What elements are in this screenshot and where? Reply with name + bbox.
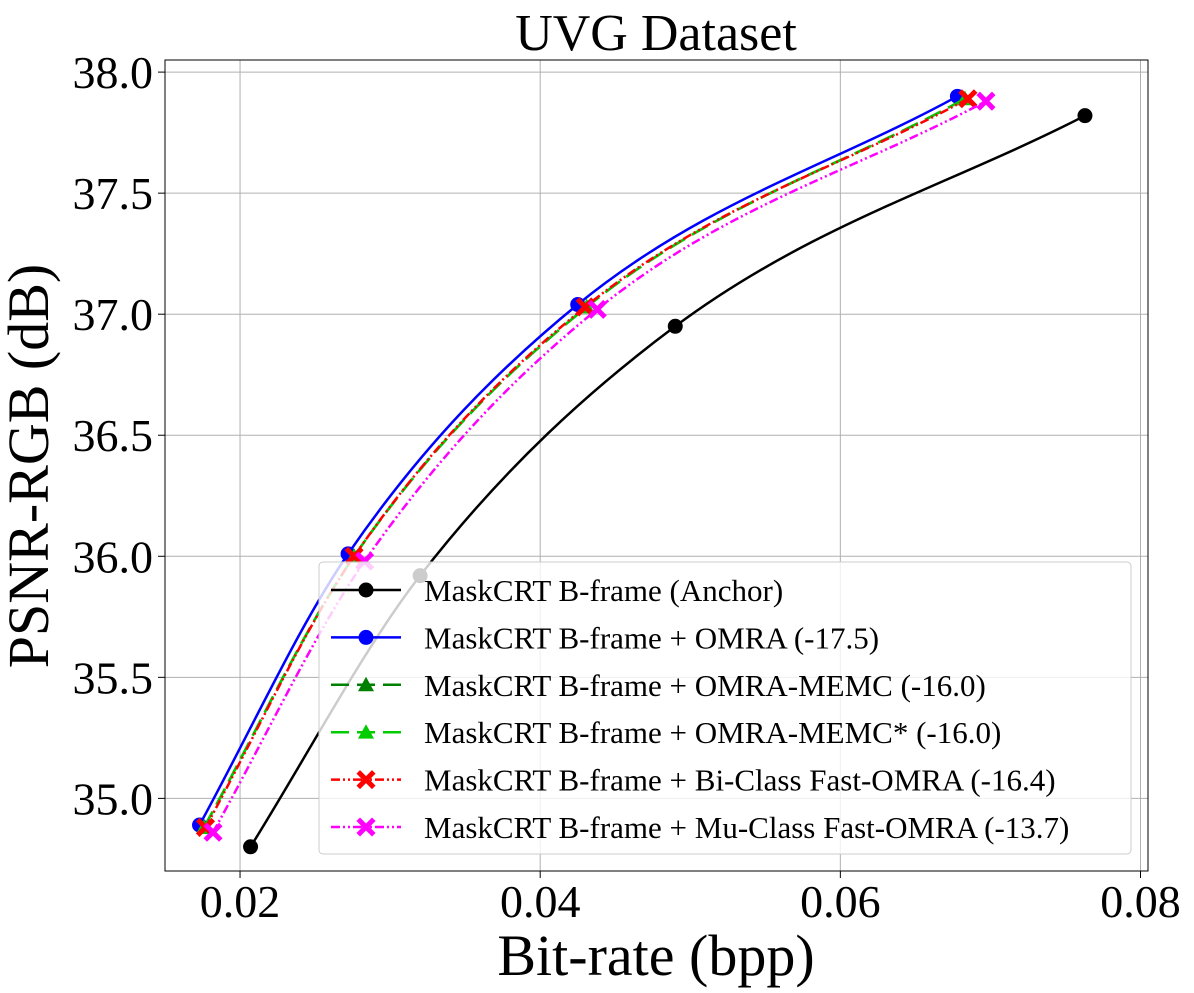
series-line bbox=[204, 97, 969, 829]
legend-label: MaskCRT B-frame (Anchor) bbox=[424, 573, 783, 608]
x-axis-label: Bit-rate (bpp) bbox=[497, 923, 814, 988]
chart-title: UVG Dataset bbox=[515, 5, 797, 62]
series-line bbox=[211, 100, 987, 833]
y-axis-label: PSNR-RGB (dB) bbox=[0, 264, 61, 668]
data-point bbox=[976, 91, 996, 111]
x-tick-label: 0.02 bbox=[200, 876, 281, 927]
y-tick-label: 35.0 bbox=[73, 773, 154, 824]
plot-frame bbox=[164, 59, 1149, 872]
data-point bbox=[203, 822, 223, 842]
legend-label: MaskCRT B-frame + OMRA-MEMC (-16.0) bbox=[424, 668, 986, 703]
legend-label: MaskCRT B-frame + OMRA-MEMC* (-16.0) bbox=[424, 715, 1001, 750]
y-tick-label: 37.0 bbox=[73, 289, 154, 340]
legend-box bbox=[318, 561, 1132, 855]
y-tick-label: 38.0 bbox=[73, 47, 154, 98]
x-tick-label: 0.06 bbox=[800, 876, 881, 927]
legend-marker bbox=[356, 817, 376, 837]
legend-label: MaskCRT B-frame + OMRA (-17.5) bbox=[424, 620, 879, 655]
legend-marker bbox=[356, 770, 376, 790]
data-point bbox=[587, 299, 607, 319]
y-tick-label: 36.0 bbox=[73, 531, 154, 582]
axis-ticks: 0.02 0.04 0.06 0.08 35.0 35.5 36.0 36.5 37.0 37.5… bbox=[73, 47, 1181, 927]
y-tick-label: 36.5 bbox=[73, 410, 154, 461]
data-point bbox=[958, 89, 978, 109]
series-line bbox=[198, 95, 959, 826]
legend-marker bbox=[358, 629, 374, 645]
legend: MaskCRT B-frame (Anchor) MaskCRT B-frame … bbox=[318, 561, 1132, 855]
legend-marker bbox=[358, 724, 374, 739]
legend-label: MaskCRT B-frame + Bi-Class Fast-OMRA (-1… bbox=[424, 763, 1056, 798]
y-tick-label: 35.5 bbox=[73, 652, 154, 703]
legend-marker bbox=[358, 676, 374, 692]
legend-marker bbox=[358, 582, 374, 598]
x-tick-label: 0.08 bbox=[1100, 876, 1181, 927]
plot-series bbox=[192, 88, 1093, 855]
grid bbox=[165, 60, 1148, 871]
x-tick-label: 0.04 bbox=[500, 876, 581, 927]
legend-label: MaskCRT B-frame + Mu-Class Fast-OMRA (-1… bbox=[424, 810, 1069, 845]
data-point bbox=[243, 839, 259, 855]
y-tick-label: 37.5 bbox=[73, 168, 154, 219]
data-point bbox=[1077, 108, 1093, 124]
data-point bbox=[667, 318, 683, 334]
